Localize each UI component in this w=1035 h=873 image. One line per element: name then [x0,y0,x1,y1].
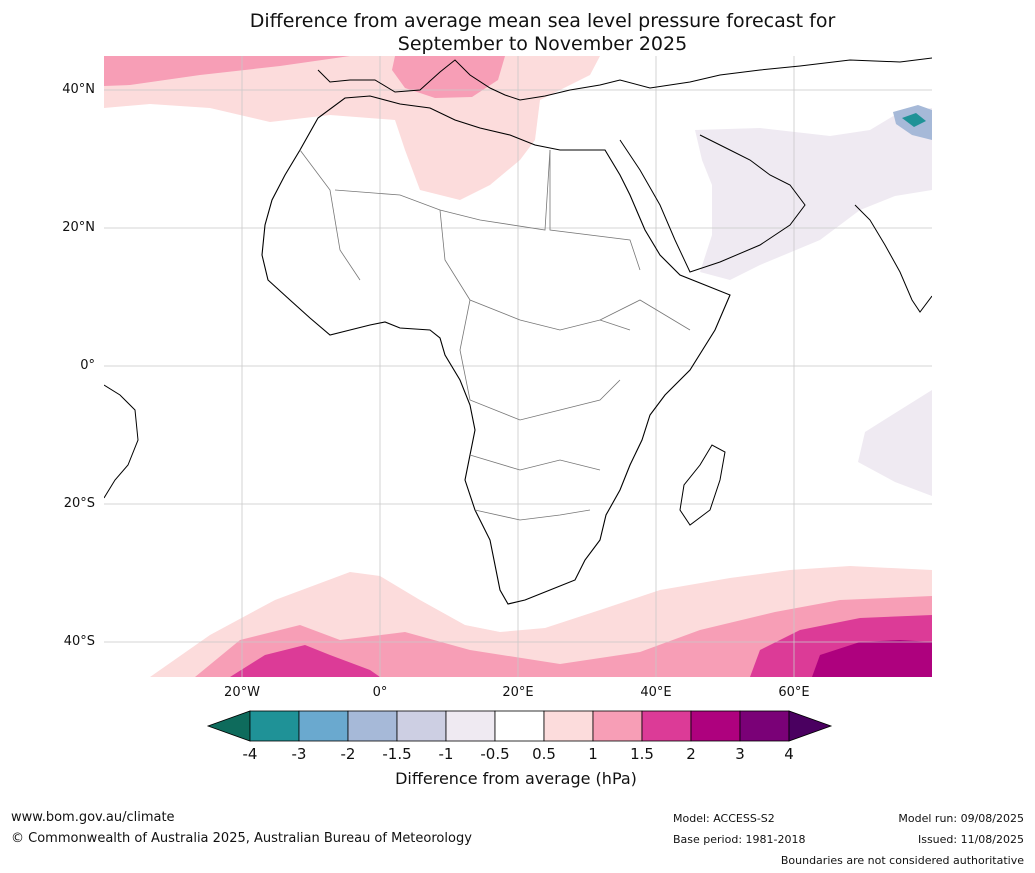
anomaly-region-arabia-negative [695,108,932,280]
lon-label-0: 0° [372,685,388,700]
colorbar-segment [494,710,545,742]
graticule [104,56,932,677]
europe-coastline [317,57,932,101]
anomaly-region-north-medium [104,56,350,86]
colorbar-tick-label: -3 [291,745,307,763]
footer-model: Model: ACCESS-S2 [673,812,775,825]
india-coastline [854,204,932,313]
colorbar-tick-label: -1 [438,745,454,763]
colorbar-segment [592,710,643,742]
lon-label-60e: 60°E [778,685,810,700]
anomaly-region-south-very-strong [812,640,932,677]
colorbar-segment [690,710,741,742]
south-america-coastline [104,384,139,499]
map-title: Difference from average mean sea level p… [0,10,1035,56]
lon-label-20e: 20°E [502,685,534,700]
colorbar-segment [641,710,692,742]
lat-label-40n: 40°N [62,82,95,97]
lat-label-equator: 0° [80,358,95,373]
anomaly-region-south-medium [195,596,932,677]
colorbar-extend-high [788,710,833,742]
colorbar-segment [396,710,447,742]
colorbar-segment [739,710,790,742]
colorbar-title: Difference from average (hPa) [395,769,637,788]
map-title-line2: September to November 2025 [397,33,688,55]
arabia-coastline [619,134,806,273]
lon-label-20w: 20°W [224,685,260,700]
colorbar-segment [298,710,349,742]
colorbar-tick-label: 2 [686,745,696,763]
madagascar-coastline [679,444,726,526]
colorbar-tick-label: 1.5 [630,745,654,763]
footer-disclaimer: Boundaries are not considered authoritat… [780,854,1024,867]
colorbar-tick-label: -0.5 [480,745,510,763]
lat-label-20n: 20°N [62,220,95,235]
colorbar [206,710,833,742]
colorbar-extend-low [206,710,251,742]
colorbar-segment [445,710,496,742]
anomaly-fill-layer [104,56,932,677]
footer-copyright: © Commonwealth of Australia 2025, Austra… [11,831,472,846]
colorbar-tick-label: 3 [735,745,745,763]
colorbar-tick-label: -1.5 [382,745,412,763]
footer-url: www.bom.gov.au/climate [11,810,175,825]
lon-label-40e: 40°E [640,685,672,700]
anomaly-region-indian-ocean-negative [858,390,932,496]
colorbar-segment [249,710,300,742]
footer-base-period: Base period: 1981-2018 [673,833,806,846]
map-title-line1: Difference from average mean sea level p… [249,10,836,32]
footer-model-run: Model run: 09/08/2025 [898,812,1024,825]
colorbar-segment [347,710,398,742]
footer-issued: Issued: 11/08/2025 [917,833,1024,846]
lat-label-40s: 40°S [63,634,95,649]
anomaly-region-mediterranean [392,56,505,98]
colorbar-segment [543,710,594,742]
colorbar-tick-label: 1 [588,745,598,763]
colorbar-tick-label: -4 [242,745,258,763]
anomaly-region-himalaya-core [902,113,926,127]
colorbar-tick-label: -2 [340,745,356,763]
colorbar-tick-label: 4 [784,745,794,763]
lat-label-20s: 20°S [63,496,95,511]
country-borders [299,149,691,521]
africa-coastline [261,95,731,605]
colorbar-tick-label: 0.5 [532,745,556,763]
anomaly-region-south-strong [230,645,380,677]
